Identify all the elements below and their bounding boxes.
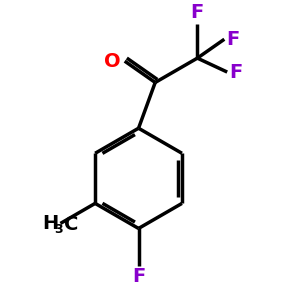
Text: H: H: [43, 214, 59, 233]
Text: C: C: [64, 215, 78, 234]
Text: 3: 3: [55, 223, 63, 236]
Text: O: O: [104, 52, 120, 70]
Text: F: F: [226, 30, 240, 49]
Text: F: F: [230, 63, 243, 82]
Text: F: F: [132, 267, 145, 286]
Text: F: F: [191, 3, 204, 22]
